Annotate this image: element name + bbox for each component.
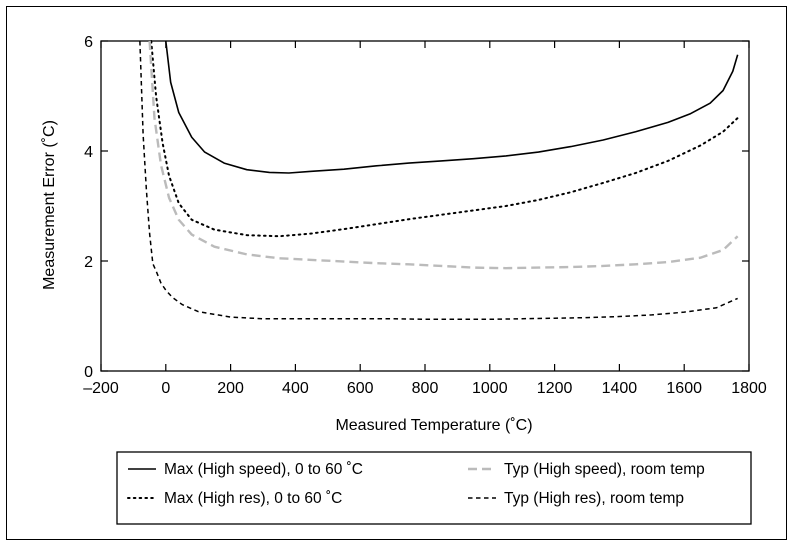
series-line-2 [150, 40, 739, 238]
series-line-4 [139, 40, 738, 321]
legend: Max (High speed), 0 to 60 ˚C Typ (High sp… [127, 461, 705, 507]
plot-area-frame [100, 40, 750, 372]
x-tick-label: –200 [83, 380, 119, 397]
x-tick-label: 600 [347, 380, 374, 397]
x-axis-label: Measured Temperature (˚C) [335, 417, 532, 434]
y-tick-label: 0 [84, 364, 93, 381]
y-axis-label: Measurement Error (˚C) [41, 120, 58, 290]
figure-frame [6, 6, 787, 540]
y-tick-label: 6 [84, 34, 93, 51]
x-tick-label: 1200 [537, 380, 573, 397]
legend-label-2: Max (High res), 0 to 60 ˚C [164, 490, 342, 507]
y-tick-label: 4 [84, 144, 93, 161]
x-tick-label: 0 [161, 380, 170, 397]
x-tick-label: 1400 [602, 380, 638, 397]
series-line-3 [148, 40, 739, 270]
x-tick-label: 1600 [666, 380, 702, 397]
legend-label-3: Typ (High speed), room temp [504, 461, 705, 478]
series-line-1 [165, 40, 739, 174]
legend-box [116, 451, 752, 525]
x-tick-label: 400 [282, 380, 309, 397]
y-tick-label: 2 [84, 254, 93, 271]
x-tick-label: 1800 [731, 380, 767, 397]
x-tick-label: 200 [217, 380, 244, 397]
x-tick-label: 1000 [472, 380, 508, 397]
legend-label-4: Typ (High res), room temp [504, 490, 684, 507]
legend-label-1: Max (High speed), 0 to 60 ˚C [164, 461, 363, 478]
x-tick-label: 800 [412, 380, 439, 397]
